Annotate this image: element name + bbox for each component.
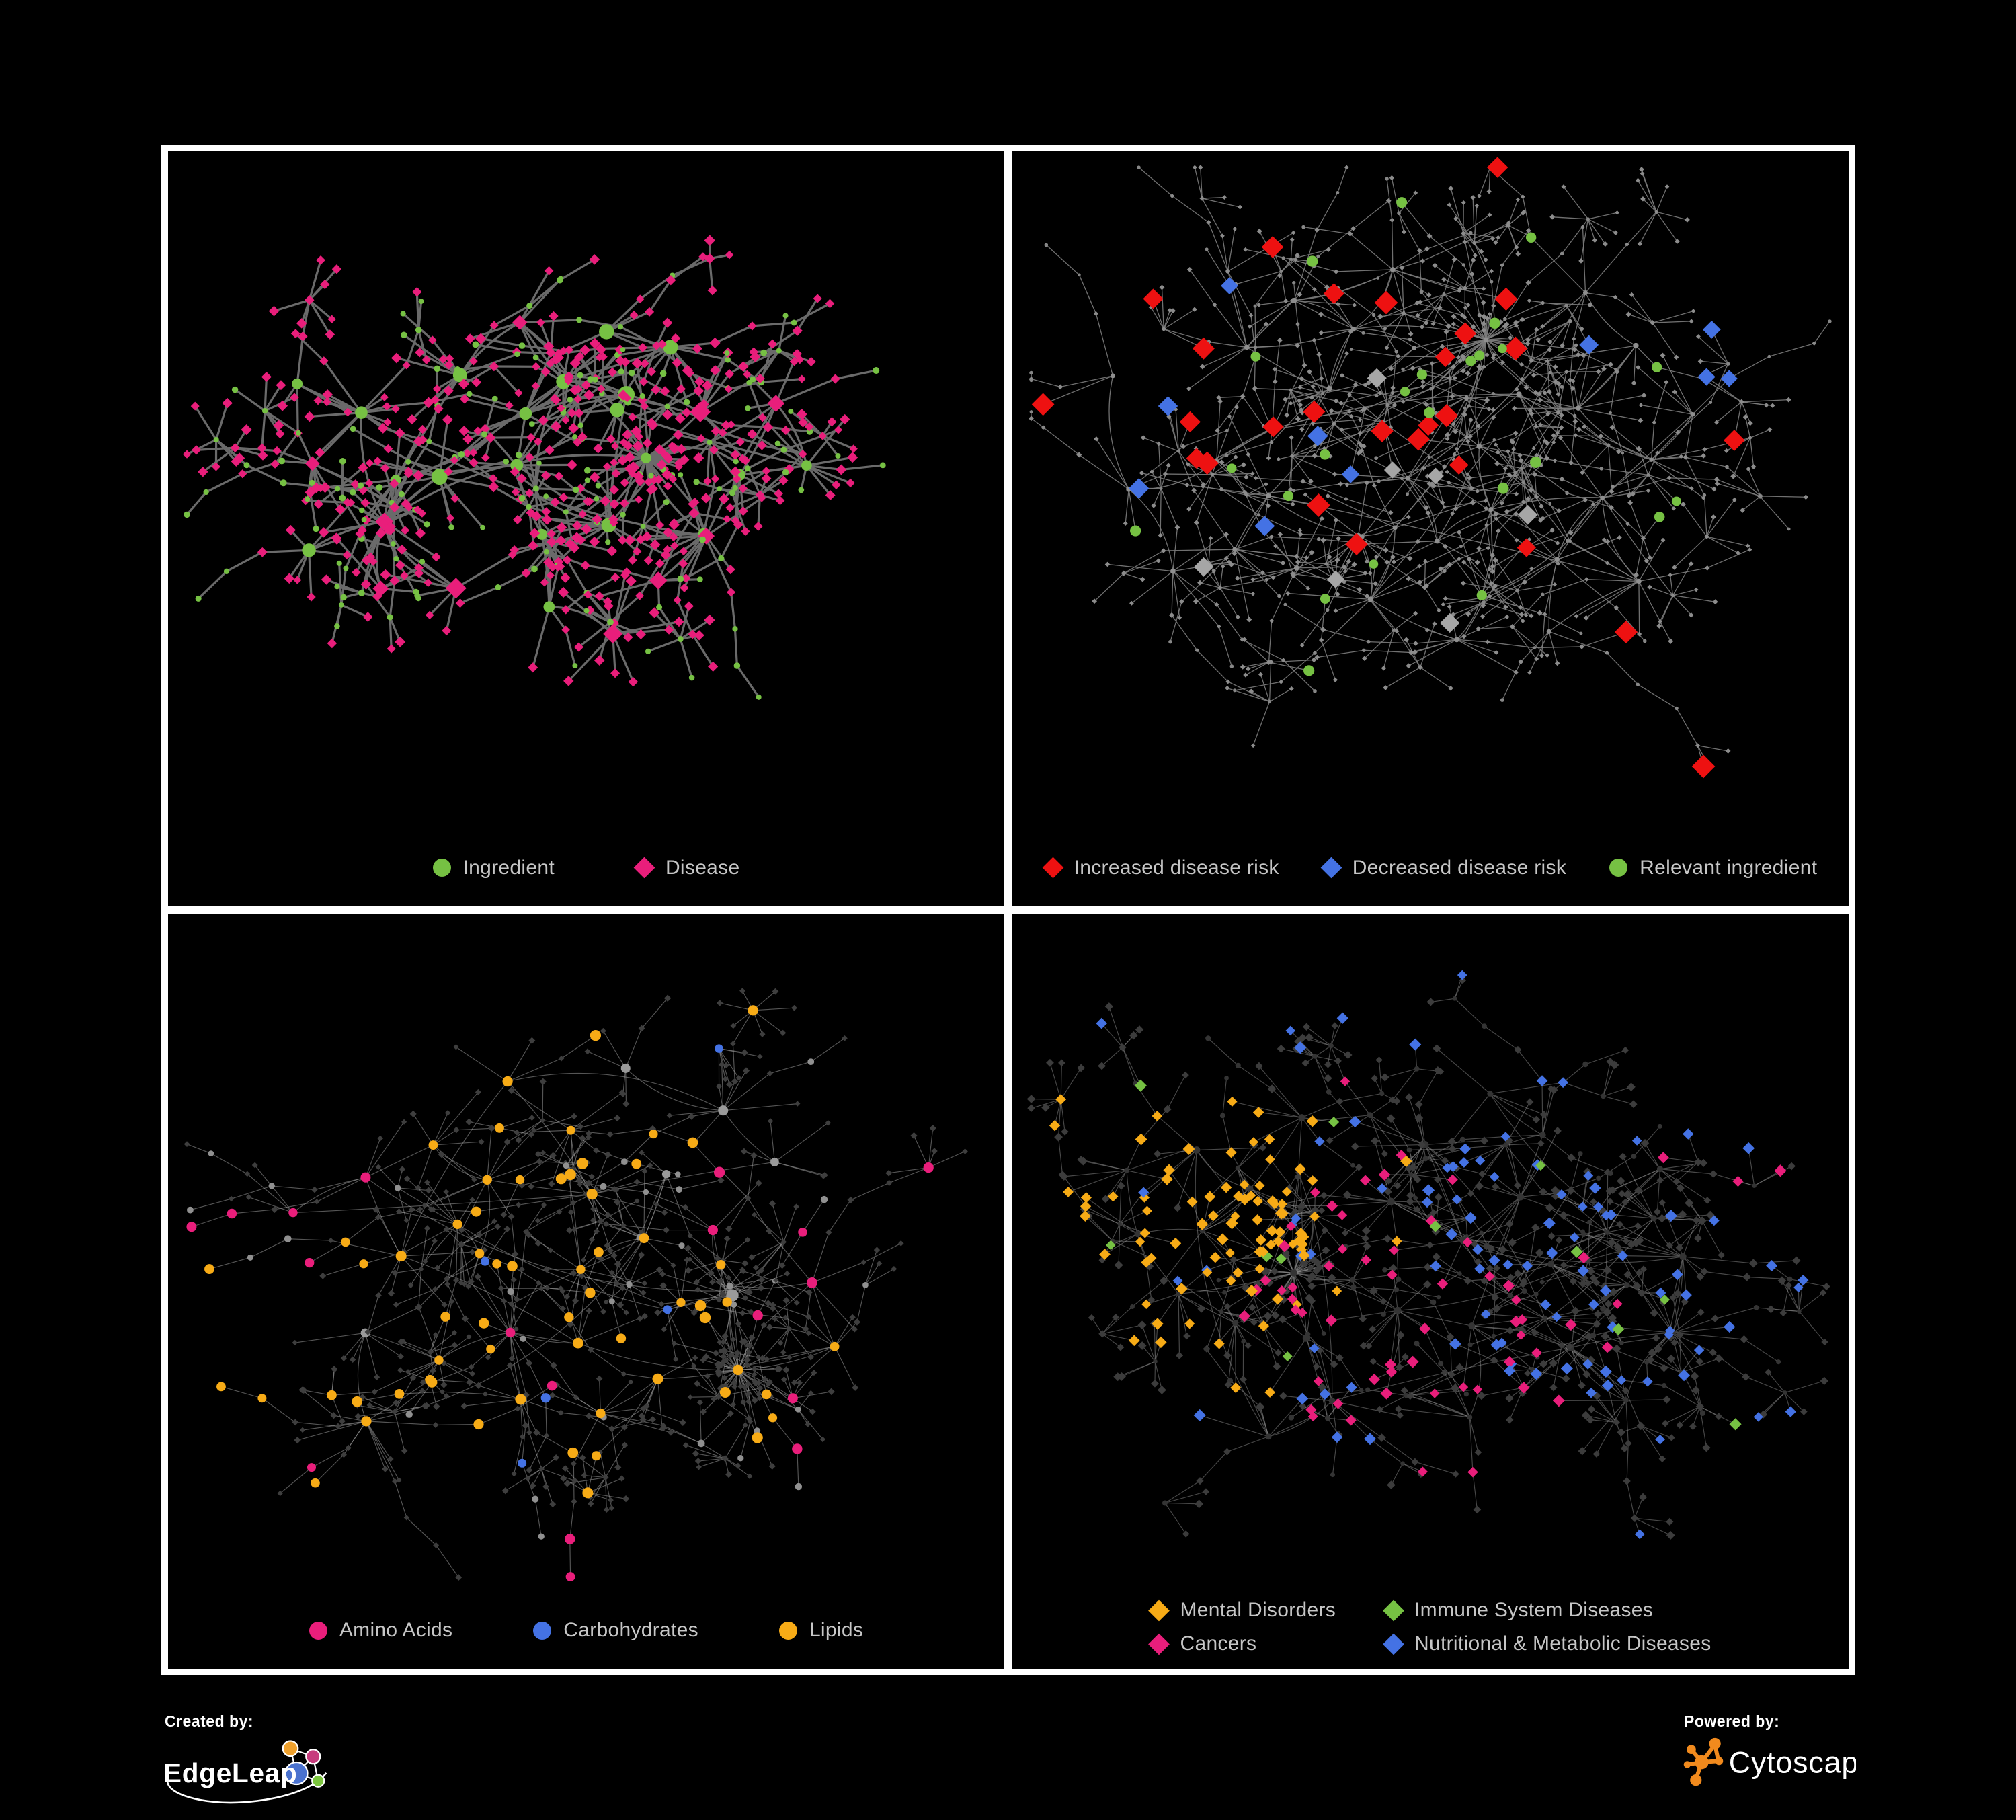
powered-by-label: Powered by: [1684,1712,1780,1730]
network-graph-ingredient-disease [182,235,886,700]
legend-disease-categories: Mental Disorders Immune System Diseases … [1148,1599,1711,1655]
amino-acids-circle-icon [309,1621,327,1640]
legend-label-cancers: Cancers [1180,1632,1257,1655]
increased-risk-diamond-icon [1042,857,1064,879]
network-graph-disease-categories [1026,970,1830,1540]
legend-label-immune-system-diseases: Immune System Diseases [1414,1599,1654,1621]
cancers-diamond-icon [1148,1633,1170,1655]
panel-disease-risk: Increased disease risk Decreased disease… [1012,151,1849,906]
cytoscape-network-icon: Cytoscape [1683,1737,1876,1786]
panel-disease-categories: Mental Disorders Immune System Diseases … [1012,914,1849,1669]
relevant-ingredient-circle-icon [1609,859,1628,877]
created-by-label: Created by: [165,1712,254,1730]
panel-nutrient-classes: Amino Acids Carbohydrates Lipids [168,914,1004,1669]
cytoscape-wordmark: Cytoscape [1729,1746,1856,1779]
legend-item-lipids: Lipids [778,1619,864,1642]
legend-label-mental-disorders: Mental Disorders [1180,1599,1336,1621]
legend-label-amino-acids: Amino Acids [339,1619,453,1641]
ingredient-circle-icon [432,859,451,877]
legend-label-carbohydrates: Carbohydrates [563,1619,698,1641]
legend-label-disease: Disease [665,856,740,879]
legend-item-immune-system-diseases: Immune System Diseases [1382,1599,1654,1622]
legend-label-ingredient: Ingredient [462,856,555,879]
legend-item-cancers: Cancers [1148,1632,1257,1655]
legend-item-increased-risk: Increased disease risk [1042,856,1279,879]
mental-disorders-diamond-icon [1148,1599,1170,1621]
legend-item-nutritional-metabolic-diseases: Nutritional & Metabolic Diseases [1382,1632,1711,1655]
legend-nutrient-classes: Amino Acids Carbohydrates Lipids [168,1619,1004,1642]
legend-item-disease: Disease [633,856,740,879]
panel-ingredient-disease: Ingredient Disease [168,151,1004,906]
decreased-risk-diamond-icon [1320,857,1342,879]
figure-grid: Ingredient Disease Increased disease ris… [161,145,1855,1675]
legend-item-ingredient: Ingredient [432,856,555,879]
carbohydrates-circle-icon [533,1621,552,1640]
legend-label-increased-risk: Increased disease risk [1074,856,1279,879]
legend-item-amino-acids: Amino Acids [309,1619,452,1642]
legend-label-nutritional-metabolic-diseases: Nutritional & Metabolic Diseases [1414,1632,1711,1655]
lipids-circle-icon [778,1621,797,1640]
cytoscape-logo: Powered by: Cytoscape [1683,1712,1876,1794]
legend-ingredient-disease: Ingredient Disease [168,857,1004,879]
nutritional-metabolic-diseases-diamond-icon [1382,1633,1404,1655]
legend-item-carbohydrates: Carbohydrates [533,1619,698,1642]
edgeleap-network-icon: EdgeLeap [163,1740,327,1804]
legend-disease-risk: Increased disease risk Decreased disease… [1012,857,1849,879]
legend-item-relevant-ingredient: Relevant ingredient [1609,857,1817,879]
legend-label-relevant-ingredient: Relevant ingredient [1640,856,1818,879]
network-graph-nutrient-classes [184,987,968,1581]
legend-item-decreased-risk: Decreased disease risk [1320,856,1567,879]
disease-diamond-icon [633,857,655,879]
network-graph-disease-risk [1029,157,1832,779]
immune-system-diseases-diamond-icon [1382,1599,1404,1621]
legend-label-decreased-risk: Decreased disease risk [1352,856,1567,879]
legend-item-mental-disorders: Mental Disorders [1148,1599,1336,1622]
edgeleap-logo: Created by: EdgeLeap [163,1712,335,1813]
edgeleap-wordmark: EdgeLeap [163,1757,298,1788]
legend-label-lipids: Lipids [809,1619,864,1641]
